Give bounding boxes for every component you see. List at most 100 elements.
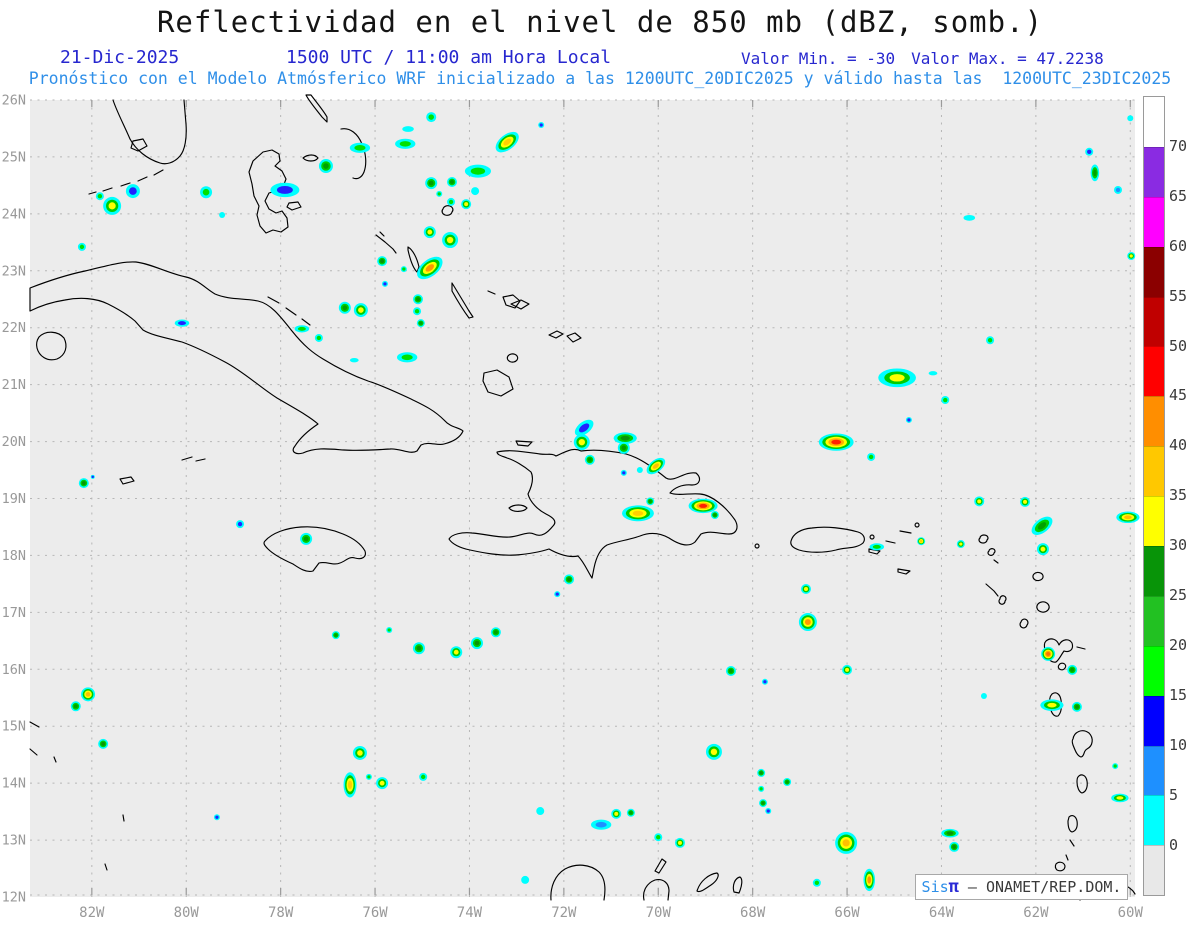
blob-ring <box>91 475 94 479</box>
blob-ring <box>419 321 423 325</box>
reflectivity-blob <box>219 211 226 218</box>
coastline-path <box>487 290 496 295</box>
coastline-path <box>102 187 113 192</box>
reflectivity-blob <box>1036 543 1049 556</box>
lon-tick-label: 68W <box>740 905 766 921</box>
lon-tick-label: 72W <box>551 905 577 921</box>
blob-ring <box>401 354 413 361</box>
reflectivity-blob <box>343 772 357 798</box>
coastline-path <box>263 526 367 573</box>
blob-ring <box>959 542 963 546</box>
colorbar-tick-label: 55 <box>1169 286 1188 305</box>
reflectivity-blob <box>349 358 359 363</box>
blob-ring <box>303 536 309 542</box>
coastline-path <box>1071 730 1093 758</box>
blob-ring <box>347 780 353 790</box>
coastline-path <box>267 296 280 304</box>
reflectivity-blob <box>1111 793 1129 803</box>
reflectivity-blob <box>416 319 425 328</box>
blob-ring <box>845 667 850 672</box>
lat-tick-label: 13N <box>2 833 26 849</box>
lat-tick-label: 14N <box>2 776 26 792</box>
reflectivity-blob <box>413 294 424 305</box>
colorbar-segment <box>1144 246 1164 297</box>
coastline-path <box>379 231 385 237</box>
coastline-path <box>642 878 670 901</box>
blob-ring <box>652 463 659 469</box>
blob-ring <box>536 807 545 816</box>
coastline-path <box>885 540 896 544</box>
reflectivity-blob <box>710 511 719 520</box>
reflectivity-blob <box>536 807 545 816</box>
blob-ring <box>977 499 982 504</box>
coastline-path <box>978 534 989 544</box>
coastline-path <box>1019 618 1029 629</box>
reflectivity-blob <box>688 498 718 514</box>
reflectivity-blob <box>90 474 95 479</box>
coastline-path <box>987 548 996 556</box>
blob-ring <box>85 692 91 697</box>
date-label: 21-Dic-2025 <box>60 47 180 68</box>
blob-ring <box>578 438 585 446</box>
reflectivity-blob <box>400 266 407 273</box>
reflectivity-blob <box>674 837 685 848</box>
coastline-path <box>305 94 328 123</box>
coastline-path <box>1032 571 1044 582</box>
blob-ring <box>237 521 243 527</box>
reflectivity-blob <box>349 142 371 153</box>
colorbar-tick-label: 15 <box>1169 685 1188 704</box>
reflectivity-blob <box>758 785 765 792</box>
blob-ring <box>1129 254 1133 258</box>
reflectivity-blob <box>869 543 885 551</box>
reflectivity-blob <box>905 416 912 423</box>
coastline-path <box>451 282 474 319</box>
reflectivity-blob <box>1020 496 1031 507</box>
coastline-path <box>137 176 148 182</box>
lat-tick-label: 17N <box>2 605 26 621</box>
coastline-path <box>112 99 187 165</box>
coastline-path <box>195 458 206 462</box>
reflectivity-blob <box>941 828 959 838</box>
reflectivity-blob <box>818 433 854 451</box>
colorbar-segment <box>1144 97 1164 147</box>
blob-ring <box>402 267 406 271</box>
reflectivity-blob <box>863 868 876 892</box>
reflectivity-blob <box>490 627 501 638</box>
blob-ring <box>101 741 106 746</box>
colorbar-tick-label: 30 <box>1169 536 1188 555</box>
blob-ring <box>219 211 226 218</box>
reflectivity-blobs <box>70 112 1140 892</box>
lat-tick-label: 26N <box>2 93 26 109</box>
coastline-path <box>993 559 999 564</box>
coastline-path <box>301 318 311 326</box>
reflectivity-blob <box>636 467 643 474</box>
coastline-path <box>508 504 528 512</box>
reflectivity-blob <box>425 177 438 190</box>
reflectivity-blob <box>331 631 340 640</box>
colorbar-segment <box>1144 695 1164 746</box>
forecast-label: Pronóstico con el Modelo Atmósferico WRF… <box>28 69 1172 88</box>
blob-ring <box>1046 651 1051 656</box>
colorbar-segment <box>1144 496 1164 547</box>
blob-ring <box>761 801 765 805</box>
blob-ring <box>414 309 420 314</box>
coastline-path <box>407 246 420 273</box>
blob-ring <box>420 774 426 780</box>
reflectivity-blob <box>495 131 519 153</box>
reflectivity-blob <box>765 808 772 815</box>
blob-ring <box>1023 499 1028 504</box>
blob-ring <box>202 188 210 196</box>
coastline-path <box>286 201 302 211</box>
blob-ring <box>464 202 469 207</box>
reflectivity-blob <box>1116 511 1140 524</box>
reflectivity-blob <box>81 687 96 702</box>
blob-ring <box>872 544 881 549</box>
blob-ring <box>987 338 993 343</box>
reflectivity-blob <box>867 452 876 461</box>
reflectivity-blob <box>835 831 858 854</box>
coastline-path <box>482 369 514 397</box>
lon-tick-label: 78W <box>268 905 294 921</box>
blob-ring <box>354 145 366 151</box>
blob-ring <box>831 439 842 445</box>
